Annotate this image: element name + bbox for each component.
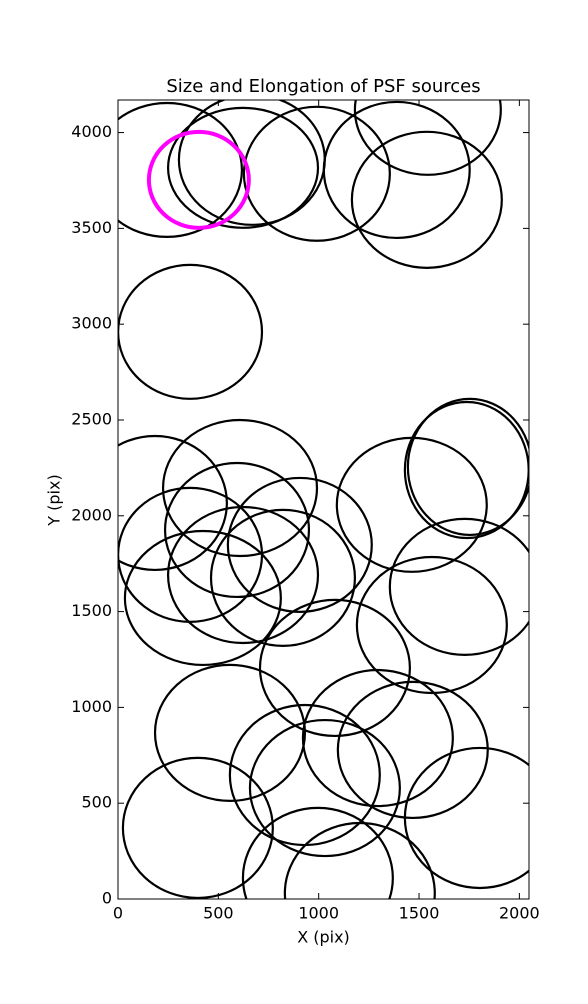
source-ellipse [336, 680, 489, 820]
x-tick-label: 2000 [499, 904, 540, 923]
source-ellipse [248, 718, 401, 858]
source-ellipse [209, 508, 357, 647]
y-tick-label: 3500 [71, 218, 112, 237]
x-tick-label: 500 [203, 904, 234, 923]
source-ellipse [388, 517, 529, 656]
chart-title: Size and Elongation of PSF sources [166, 76, 480, 97]
source-ellipse [322, 100, 471, 240]
source-ellipse [121, 756, 274, 899]
y-tick-label: 2500 [71, 409, 112, 428]
plot-area [118, 100, 529, 899]
y-tick-label: 500 [81, 793, 112, 812]
y-tick-label: 1000 [71, 697, 112, 716]
source-ellipse [301, 668, 454, 808]
x-tick-label: 1500 [399, 904, 440, 923]
source-ellipse [355, 555, 508, 695]
y-tick-label: 4000 [71, 122, 112, 141]
y-tick-label: 2000 [71, 505, 112, 524]
y-tick-label: 3000 [71, 314, 112, 333]
source-ellipse [118, 263, 264, 400]
source-ellipse [258, 598, 411, 738]
source-ellipse [153, 663, 307, 802]
source-ellipse [350, 130, 503, 269]
source-ellipse [241, 806, 394, 899]
source-ellipse [226, 476, 373, 613]
source-ellipse [335, 436, 488, 573]
source-ellipse [118, 101, 243, 238]
source-ellipse [123, 529, 282, 667]
source-ellipse [146, 129, 251, 230]
source-ellipse [353, 100, 502, 176]
y-tick-label: 1500 [71, 601, 112, 620]
source-ellipse [166, 106, 320, 229]
source-ellipse [242, 105, 391, 242]
y-tick-label: 0 [102, 889, 112, 908]
source-ellipse [283, 821, 436, 899]
source-ellipse [403, 746, 529, 890]
source-ellipse [406, 397, 529, 537]
source-ellipse [166, 505, 320, 645]
x-tick-label: 0 [113, 904, 123, 923]
source-ellipse [118, 434, 228, 571]
y-axis-label: Y (pix) [45, 474, 64, 526]
source-ellipse [163, 461, 311, 599]
source-ellipse [161, 418, 319, 558]
x-tick-label: 1000 [298, 904, 339, 923]
axes-frame [117, 99, 530, 900]
x-axis-label: X (pix) [297, 928, 350, 947]
